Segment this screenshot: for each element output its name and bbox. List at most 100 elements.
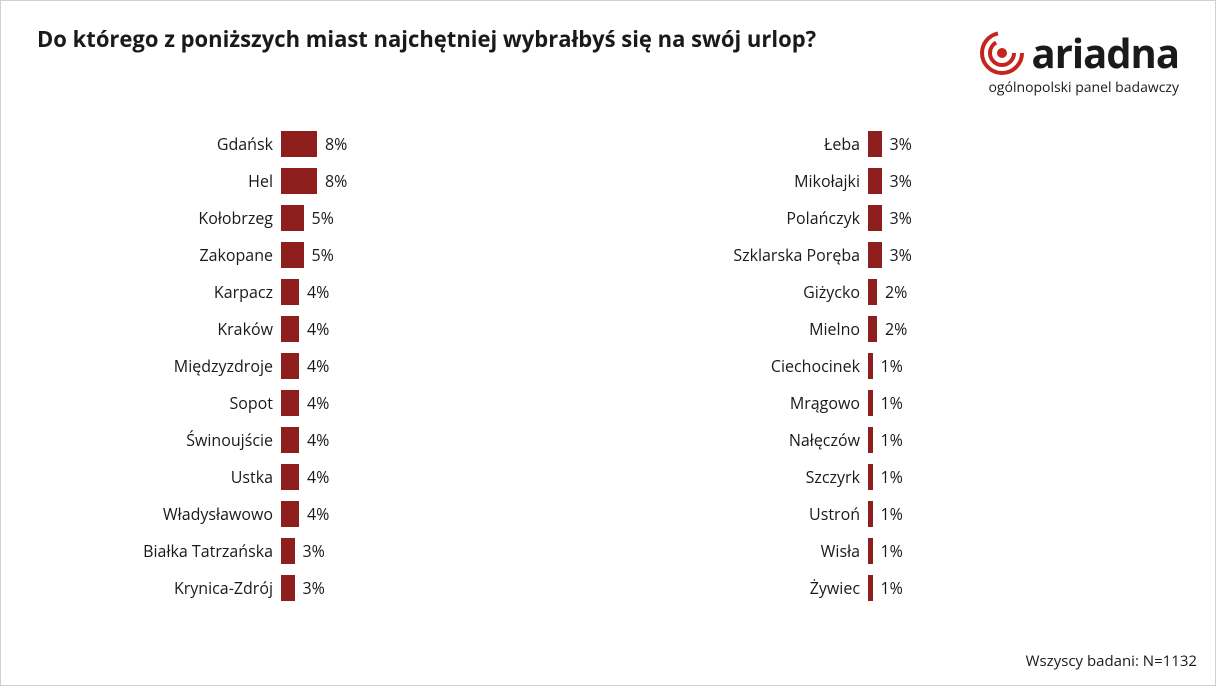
bar-label: Krynica-Zdrój xyxy=(61,577,281,599)
bar-label: Wisła xyxy=(648,540,868,562)
bar-row: Zakopane 5% xyxy=(61,236,568,273)
bar-value: 1% xyxy=(873,392,903,414)
bar-row: Białka Tatrzańska3% xyxy=(61,532,568,569)
bar xyxy=(281,390,299,416)
bar-row: Krynica-Zdrój 3% xyxy=(61,569,568,606)
bar-value: 8% xyxy=(317,133,347,155)
bar-row: Łeba3% xyxy=(648,125,1155,162)
bar-label: Polańczyk xyxy=(648,207,868,229)
bar-row: Żywiec1% xyxy=(648,569,1155,606)
bar-row: Kołobrzeg5% xyxy=(61,199,568,236)
bar-value: 1% xyxy=(873,577,903,599)
bar-value: 4% xyxy=(299,392,329,414)
bar-row: Ustroń1% xyxy=(648,495,1155,532)
bar-row: Polańczyk 3% xyxy=(648,199,1155,236)
bar-wrap: 4% xyxy=(281,390,568,416)
bar xyxy=(281,279,299,305)
bar-wrap: 2% xyxy=(868,279,1155,305)
bar-wrap: 4% xyxy=(281,427,568,453)
bar-wrap: 4% xyxy=(281,501,568,527)
bar-label: Sopot xyxy=(61,392,281,414)
bar-label: Ustroń xyxy=(648,503,868,525)
brand-tagline: ogólnopolski panel badawczy xyxy=(989,78,1180,97)
bar xyxy=(868,316,877,342)
bar-value: 4% xyxy=(299,503,329,525)
bar-value: 5% xyxy=(304,244,334,266)
chart-title: Do którego z poniższych miast najchętnie… xyxy=(37,25,816,54)
bar-label: Nałęczów xyxy=(648,429,868,451)
bar-row: Sopot 4% xyxy=(61,384,568,421)
bar-row: Kraków4% xyxy=(61,310,568,347)
bar-wrap: 1% xyxy=(868,353,1155,379)
bar xyxy=(281,501,299,527)
bar xyxy=(281,168,317,194)
bar-label: Szczyrk xyxy=(648,466,868,488)
bar-wrap: 1% xyxy=(868,390,1155,416)
bar-value: 1% xyxy=(873,355,903,377)
bar-wrap: 4% xyxy=(281,316,568,342)
bar-label: Kołobrzeg xyxy=(61,207,281,229)
sample-size-note: Wszyscy badani: N=1132 xyxy=(1026,651,1197,671)
bar-label: Mikołajki xyxy=(648,170,868,192)
bar-value: 3% xyxy=(882,170,912,192)
bar-row: Świnoujście 4% xyxy=(61,421,568,458)
bar-wrap: 3% xyxy=(868,205,1155,231)
spiral-icon xyxy=(978,29,1026,77)
bar-row: Mrągowo1% xyxy=(648,384,1155,421)
bar-row: Nałęczów1% xyxy=(648,421,1155,458)
bar-value: 1% xyxy=(873,429,903,451)
bar-row: Karpacz4% xyxy=(61,273,568,310)
bar-label: Świnoujście xyxy=(61,429,281,451)
bar-label: Władysławowo xyxy=(61,503,281,525)
bar-label: Żywiec xyxy=(648,577,868,599)
bar-value: 2% xyxy=(877,281,907,303)
bar xyxy=(281,538,295,564)
bar xyxy=(281,205,304,231)
bar-label: Białka Tatrzańska xyxy=(61,540,281,562)
chart-column-left: Gdańsk8%Hel8%Kołobrzeg5%Zakopane5%Karpac… xyxy=(61,125,568,606)
bar-row: Międzyzdroje4% xyxy=(61,347,568,384)
bar xyxy=(281,353,299,379)
bar-value: 4% xyxy=(299,355,329,377)
bar xyxy=(281,427,299,453)
bar-wrap: 2% xyxy=(868,316,1155,342)
bar xyxy=(281,464,299,490)
bar-row: Ciechocinek1% xyxy=(648,347,1155,384)
bar-label: Gdańsk xyxy=(61,133,281,155)
bar-wrap: 3% xyxy=(868,168,1155,194)
bar xyxy=(868,131,882,157)
bar xyxy=(868,242,882,268)
bar-value: 4% xyxy=(299,429,329,451)
bar-row: Mikołajki 3% xyxy=(648,162,1155,199)
bar-value: 1% xyxy=(873,503,903,525)
bar-wrap: 4% xyxy=(281,353,568,379)
bar-value: 2% xyxy=(877,318,907,340)
bar-row: Szczyrk1% xyxy=(648,458,1155,495)
bar-wrap: 1% xyxy=(868,575,1155,601)
bar-label: Ustka xyxy=(61,466,281,488)
bar-value: 4% xyxy=(299,281,329,303)
bar-row: Mielno 2% xyxy=(648,310,1155,347)
bar-wrap: 3% xyxy=(868,242,1155,268)
bar-wrap: 5% xyxy=(281,242,568,268)
bar-wrap: 8% xyxy=(281,131,568,157)
bar-label: Mielno xyxy=(648,318,868,340)
bar xyxy=(281,575,295,601)
bar xyxy=(281,316,299,342)
bar-wrap: 8% xyxy=(281,168,568,194)
bar-chart: Gdańsk8%Hel8%Kołobrzeg5%Zakopane5%Karpac… xyxy=(1,97,1215,606)
bar-value: 3% xyxy=(882,244,912,266)
brand-name: ariadna xyxy=(1032,25,1179,80)
bar-label: Zakopane xyxy=(61,244,281,266)
bar xyxy=(281,131,317,157)
bar-value: 8% xyxy=(317,170,347,192)
bar-wrap: 3% xyxy=(281,538,568,564)
bar-label: Łeba xyxy=(648,133,868,155)
bar-value: 3% xyxy=(882,207,912,229)
bar xyxy=(868,279,877,305)
bar-value: 3% xyxy=(295,577,325,599)
bar xyxy=(868,205,882,231)
bar-label: Szklarska Poręba xyxy=(648,244,868,266)
bar-label: Kraków xyxy=(61,318,281,340)
bar-wrap: 3% xyxy=(281,575,568,601)
